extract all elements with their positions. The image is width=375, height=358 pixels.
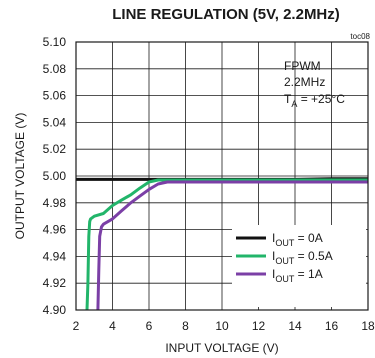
x-axis-label: INPUT VOLTAGE (V) (165, 341, 278, 355)
y-tick-label: 5.10 (43, 35, 67, 49)
legend-label-0-5a: IOUT = 0.5A (272, 249, 333, 266)
y-axis-label: OUTPUT VOLTAGE (V) (13, 113, 27, 240)
y-tick-label: 4.98 (43, 196, 67, 210)
annotation-temperature: TA = +25°C (284, 92, 345, 109)
x-tick-label: 6 (146, 319, 153, 333)
annotation-temp-main: T (284, 92, 292, 106)
annotation-mode: FPWM (284, 59, 321, 73)
x-tick-label: 10 (215, 319, 229, 333)
x-tick-label: 12 (252, 319, 266, 333)
x-tick-label: 2 (73, 319, 80, 333)
y-tick-label: 5.06 (43, 89, 67, 103)
x-tick-label: 18 (361, 319, 375, 333)
x-tick-label: 4 (109, 319, 116, 333)
annotation-box: FPWM 2.2MHz TA = +25°C (284, 59, 345, 109)
x-tick-label: 16 (325, 319, 339, 333)
legend-label-1a: IOUT = 1A (272, 267, 323, 284)
annotation-temp-sub: A (291, 99, 297, 109)
plot-frame (75, 41, 369, 311)
y-tick-label: 5.08 (43, 62, 67, 76)
x-tick-label: 8 (182, 319, 189, 333)
series-line-1 (85, 178, 368, 311)
chart-title: LINE REGULATION (5V, 2.2MHz) (112, 6, 340, 23)
y-tick-label: 4.96 (43, 223, 67, 237)
annotation-temp-rest: = +25°C (297, 92, 345, 106)
annotation-frequency: 2.2MHz (284, 75, 325, 89)
figure-tag: toc08 (350, 32, 370, 41)
y-tick-label: 4.94 (43, 249, 67, 263)
legend: IOUT = 0A IOUT = 0.5A IOUT = 1A (232, 225, 366, 307)
legend-label-0a: IOUT = 0A (272, 231, 323, 248)
series-line-2 (96, 180, 368, 311)
x-tick-label: 14 (288, 319, 302, 333)
tick-labels: 2 4 6 8 10 12 14 16 18 4.90 4.92 4.94 4.96 4.98 5.00 5.… (43, 35, 375, 333)
y-tick-label: 4.92 (43, 276, 67, 290)
y-tick-label: 5.00 (43, 169, 67, 183)
y-tick-label: 5.02 (43, 142, 67, 156)
y-tick-label: 4.90 (43, 303, 67, 317)
series-lines (76, 177, 368, 311)
y-tick-label: 5.04 (43, 115, 67, 129)
